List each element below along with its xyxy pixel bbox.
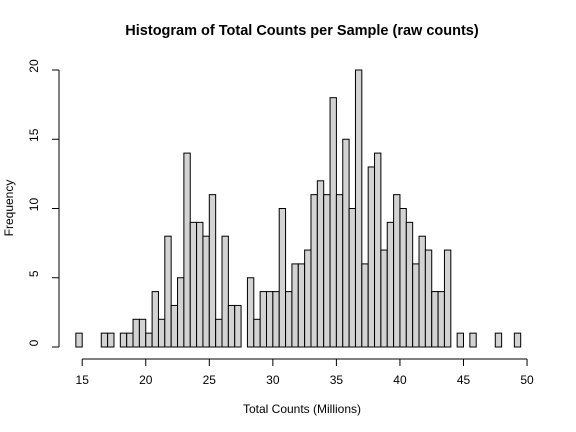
histogram-bar [437, 291, 445, 348]
histogram-bar [399, 208, 407, 348]
histogram-bar [405, 221, 414, 348]
histogram-bar [138, 318, 147, 348]
histogram-bar [316, 180, 325, 348]
chart-title: Histogram of Total Counts per Sample (ra… [125, 23, 479, 39]
histogram-bar [310, 194, 318, 348]
x-tick-label: 30 [266, 373, 280, 387]
histogram-bar [246, 277, 255, 348]
histogram-bar [253, 318, 261, 348]
y-tick-label: 10 [27, 198, 41, 212]
histogram-bar [157, 318, 166, 348]
y-tick-label: 15 [27, 128, 41, 142]
histogram-bar [361, 263, 369, 348]
y-axis-label: Frequency [2, 180, 16, 237]
histogram-bar [424, 249, 433, 348]
histogram-bar [329, 97, 337, 348]
y-tick-label: 0 [27, 339, 41, 346]
histogram-bar [297, 263, 306, 348]
histogram-bar [456, 332, 464, 348]
histogram-bar [304, 249, 312, 348]
histogram-bar [412, 263, 420, 348]
histogram-bar [75, 332, 83, 348]
histogram-bar [266, 291, 274, 348]
histogram-bar [367, 166, 376, 348]
histogram-bar [354, 69, 363, 348]
histogram-bar [494, 332, 503, 348]
histogram-bar [234, 304, 242, 348]
x-tick-label: 45 [457, 373, 471, 387]
histogram-bar [380, 249, 388, 348]
histogram-bar [335, 194, 344, 348]
histogram-bar [418, 235, 426, 348]
x-tick-label: 40 [393, 373, 407, 387]
histogram-bar [202, 235, 210, 348]
histogram-bar [374, 152, 382, 348]
histogram-bar [285, 291, 293, 348]
histogram-bar [215, 318, 223, 348]
histogram-bar [272, 291, 280, 348]
histogram-bar [386, 221, 395, 348]
histogram-bar [443, 249, 452, 348]
histogram-bar [291, 263, 299, 348]
histogram-bar [513, 332, 522, 348]
histogram-bar [145, 332, 153, 348]
histogram-bar [164, 235, 172, 348]
y-tick-label: 5 [27, 270, 41, 277]
histogram-bar [107, 332, 115, 348]
histogram-bar [469, 332, 477, 348]
histogram-bar [431, 291, 439, 348]
y-axis: 0 5 10 15 20 [27, 59, 60, 348]
histogram-bar [100, 332, 109, 348]
histogram-bar [132, 318, 140, 348]
histogram-bar [119, 332, 128, 348]
x-axis-label: Total Counts (Millions) [243, 402, 361, 416]
histogram-bar [177, 277, 185, 348]
histogram-bar [183, 152, 191, 348]
histogram-bar [348, 208, 356, 348]
histogram-bar [259, 291, 268, 348]
histogram-bar [126, 332, 134, 348]
histogram-bar [170, 304, 179, 348]
histogram-bars [75, 69, 522, 348]
x-tick-label: 20 [139, 373, 153, 387]
histogram-bar [196, 221, 204, 348]
histogram-bar [189, 221, 198, 348]
x-tick-label: 35 [330, 373, 344, 387]
histogram-bar [323, 194, 331, 348]
x-tick-label: 15 [76, 373, 90, 387]
histogram-bar [227, 304, 236, 348]
histogram-bar [208, 194, 217, 348]
histogram-bar [221, 235, 229, 348]
histogram-bar [278, 208, 287, 348]
histogram-bar [393, 194, 401, 348]
x-tick-label: 50 [520, 373, 534, 387]
y-tick-label: 20 [27, 59, 41, 73]
x-tick-label: 25 [203, 373, 217, 387]
histogram-bar [342, 138, 350, 348]
x-axis: 15 20 25 30 35 40 45 50 [76, 358, 534, 387]
histogram-bar [151, 291, 159, 348]
